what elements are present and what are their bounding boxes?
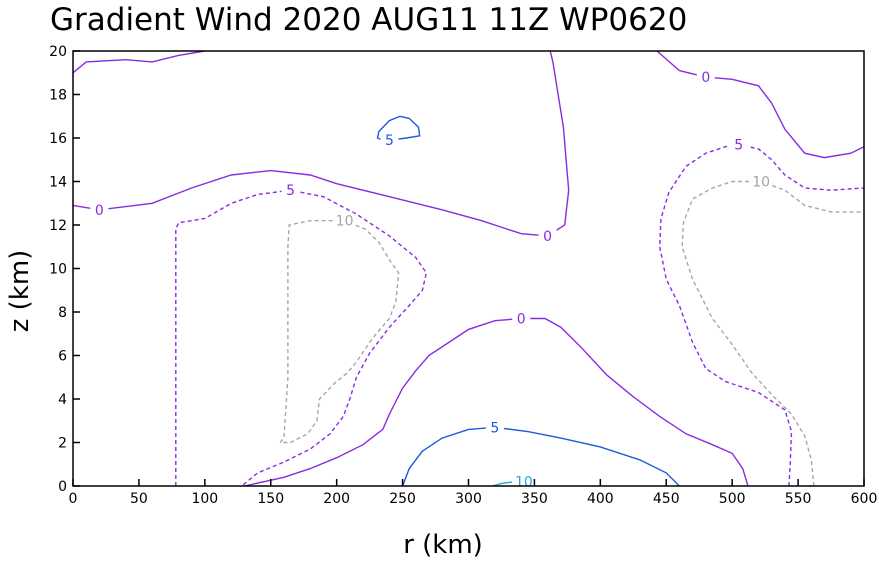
contour-label-background [729,136,748,152]
contour-label-background [90,201,109,217]
y-tick-label: 12 [49,218,67,234]
axis-ticks: 0 50 100 150 200 250 300 350 400 450 500 550 6000246… [49,44,877,507]
x-tick-label: 150 [257,491,284,507]
contour-label-background [696,69,715,85]
y-tick-label: 6 [58,349,67,365]
contour-line-level-0 [547,50,570,237]
contour-line-level-0 [72,50,205,74]
contour-label-background [485,419,504,435]
contour-label-background [752,173,771,189]
y-tick-label: 10 [49,262,67,278]
contour-line-level-0 [244,317,749,487]
contour-label: 0 [95,203,104,219]
contour-line-level-neg5 [401,426,680,487]
x-tick-label: 0 [69,491,78,507]
x-axis-label: r (km) [403,530,483,560]
x-tick-label: 50 [130,491,148,507]
x-tick-label: 600 [851,491,878,507]
x-tick-label: 450 [653,491,680,507]
contour-line-level-0 [656,50,865,159]
contour-lines: 0 0 0 0 5 5 5 5 10 10 10 [72,50,865,491]
x-tick-label: 500 [719,491,746,507]
contour-line-level-5 [658,143,865,487]
x-tick-label: 400 [587,491,614,507]
contour-label: 0 [701,70,710,86]
y-tick-label: 4 [58,392,67,408]
contour-label-background [281,182,300,198]
contour-line-level-neg10 [492,481,513,487]
x-tick-label: 250 [389,491,416,507]
contour-label: 10 [515,475,533,491]
x-tick-label: 350 [521,491,548,507]
contour-line-level-5 [175,189,428,487]
y-tick-label: 8 [58,305,67,321]
x-tick-label: 100 [191,491,218,507]
y-axis-label: z (km) [5,250,35,333]
y-tick-label: 2 [58,436,67,452]
contour-label-background [514,473,533,489]
contour-line-level-10 [279,220,400,444]
y-tick-label: 14 [49,175,67,191]
contour-label-background [380,132,399,148]
contour-label: 0 [543,229,552,245]
contour-label-background [538,227,557,243]
contour-label: 5 [490,420,499,436]
contour-label: 0 [517,312,526,328]
y-tick-label: 20 [49,44,67,60]
y-tick-label: 18 [49,88,67,104]
contour-label: 10 [336,214,354,230]
chart-title: Gradient Wind 2020 AUG11 11Z WP0620 [50,2,687,38]
contour-line-level-neg5 [376,115,421,141]
contour-label-background [512,310,531,326]
x-tick-label: 300 [455,491,482,507]
y-tick-label: 16 [49,131,67,147]
x-tick-label: 550 [785,491,812,507]
contour-label: 5 [734,138,743,154]
y-tick-label: 0 [58,479,67,495]
contour-line-level-0 [72,169,548,237]
contour-line-level-10 [681,180,864,487]
contour-label: 5 [286,183,295,199]
contour-label: 5 [385,133,394,149]
contour-label-background [335,212,354,228]
plot-frame [72,50,865,487]
x-tick-label: 200 [323,491,350,507]
contour-label: 10 [752,175,770,191]
